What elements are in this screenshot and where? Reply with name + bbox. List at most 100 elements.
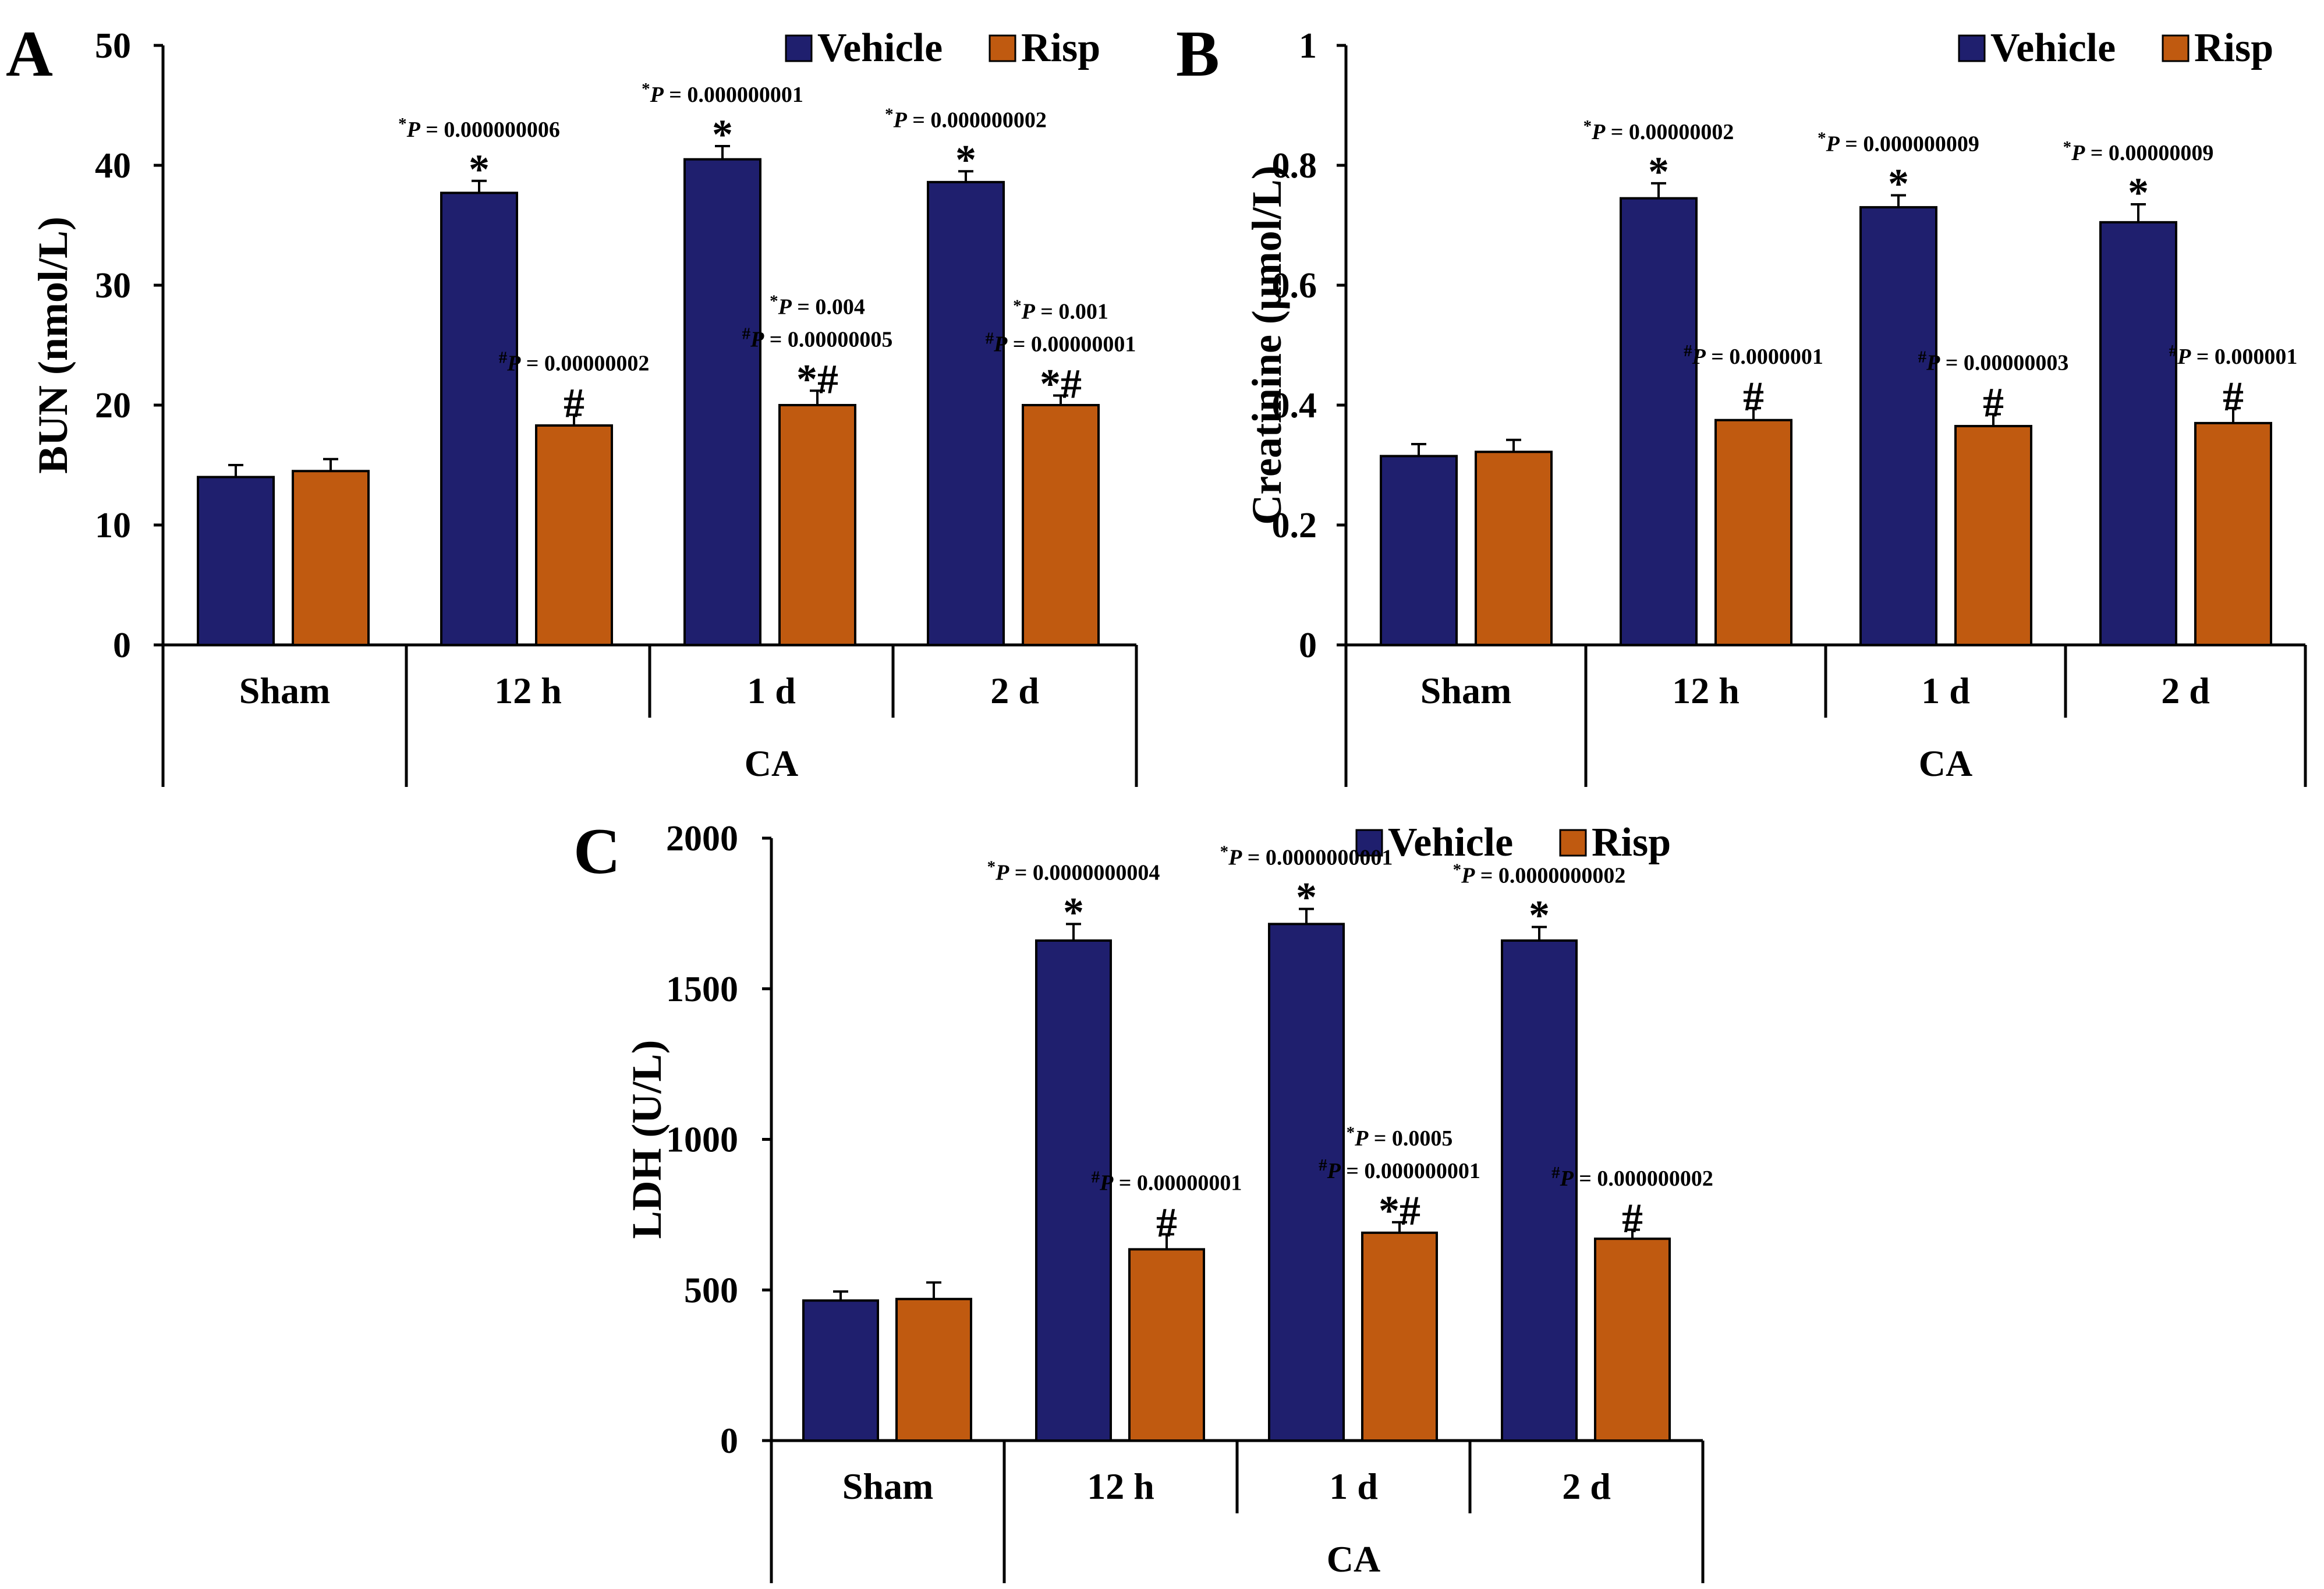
y-tick-label: 1: [1299, 26, 1317, 66]
y-tick-label: 30: [95, 266, 131, 306]
bar-vehicle: [802, 1299, 879, 1442]
bar-risp: [535, 424, 613, 647]
y-tick-label: 1000: [666, 1120, 738, 1160]
p-value-label: #P = 0.000000002: [1551, 1164, 1713, 1191]
bar-risp: [895, 1297, 972, 1442]
y-tick-label: 0.2: [1272, 506, 1317, 545]
bar-vehicle: [2099, 221, 2177, 647]
legend-swatch-vehicle: [1355, 829, 1383, 857]
chart-panel-c: C 0 500 1000 1500 2000 LDH (U/L) Sham 12 h 1 d 2 d…: [573, 815, 1713, 1583]
p-value-label: *P = 0.000000006: [398, 115, 560, 142]
y-tick-label: 10: [95, 506, 131, 545]
y-axis-label: LDH (U/L): [623, 1040, 670, 1239]
significance-symbol: #: [1743, 373, 1764, 420]
p-value-label: *P = 0.001: [1013, 297, 1108, 324]
y-tick-label: 1500: [666, 970, 738, 1009]
legend-label-vehicle: Vehicle: [1990, 26, 2116, 70]
x-tick-label: 1 d: [747, 670, 796, 711]
p-value-label: #P = 0.00000005: [742, 324, 893, 352]
bar-risp: [1128, 1248, 1205, 1442]
y-tick-label: 0.6: [1272, 266, 1317, 306]
bar-vehicle: [1620, 197, 1698, 646]
bar-vehicle: [1380, 455, 1458, 646]
significance-symbol: *: [469, 146, 490, 193]
significance-symbol: *#: [796, 356, 838, 402]
group-label: CA: [745, 743, 798, 784]
x-tick-label: 2 d: [990, 670, 1039, 711]
y-tick-label: 500: [684, 1271, 738, 1310]
bar-risp: [1475, 451, 1553, 647]
y-axis-label: Creatinine (μmol/L): [1244, 165, 1290, 524]
bar-vehicle: [197, 476, 275, 646]
y-tick-label: 40: [95, 146, 131, 186]
significance-symbol: #: [564, 379, 584, 426]
bar-vehicle: [440, 191, 518, 646]
p-value-label: #P = 0.000001: [2169, 342, 2298, 369]
bar-risp: [1594, 1237, 1671, 1442]
bar-vehicle: [1859, 206, 1937, 647]
x-tick-label: Sham: [239, 670, 331, 711]
bar-vehicle: [927, 180, 1005, 646]
x-tick-label: 2 d: [1562, 1466, 1611, 1507]
x-tick-label: 12 h: [494, 670, 562, 711]
y-tick-label: 20: [95, 386, 131, 425]
bar-risp: [1954, 425, 2032, 646]
legend-swatch-vehicle: [785, 34, 813, 62]
legend-label-risp: Risp: [2194, 26, 2273, 70]
x-tick-label: 12 h: [1672, 670, 1740, 711]
significance-symbol: *: [712, 111, 733, 158]
y-axis-label: BUN (nmol/L): [30, 217, 76, 474]
bar-risp: [1714, 418, 1792, 646]
p-value-label: #P = 0.00000002: [499, 348, 650, 375]
y-tick-label: 2000: [666, 819, 738, 859]
chart-panel-b: B 0 0.2 0.4 0.6 0.8 1 Creatinine (μmol/L) Sham 12…: [1176, 18, 2307, 787]
significance-symbol: *: [1063, 889, 1084, 935]
legend-swatch-risp: [1559, 829, 1587, 857]
y-tick-label: 0.4: [1272, 386, 1317, 425]
p-value-label: #P = 0.00000001: [1092, 1168, 1242, 1196]
significance-symbol: *: [1529, 892, 1550, 939]
p-value-label: *P = 0.0000000002: [1453, 861, 1626, 888]
p-value-label: *P = 0.000000009: [1818, 129, 1979, 157]
significance-symbol: *#: [1040, 361, 1082, 407]
bar-vehicle: [1501, 939, 1578, 1442]
x-tick-label: 1 d: [1329, 1466, 1378, 1507]
y-tick-label: 0.8: [1272, 146, 1317, 186]
group-label: CA: [1327, 1538, 1380, 1580]
panel-letter: B: [1176, 18, 1220, 90]
y-tick-label: 0: [113, 626, 131, 665]
significance-symbol: #: [1983, 379, 2004, 425]
legend-label-vehicle: Vehicle: [817, 26, 943, 70]
significance-symbol: #: [1622, 1195, 1643, 1242]
x-tick-label: 12 h: [1087, 1466, 1154, 1507]
p-value-label: *P = 0.00000009: [2063, 138, 2214, 165]
p-value-label: *P = 0.0000000004: [987, 857, 1160, 885]
x-tick-label: Sham: [1420, 670, 1512, 711]
p-value-label: *P = 0.0005: [1347, 1123, 1453, 1151]
p-value-label: #P = 0.00000003: [1918, 347, 2069, 375]
legend-label-risp: Risp: [1021, 26, 1100, 70]
bar-vehicle: [1035, 939, 1112, 1442]
bar-risp: [1361, 1231, 1438, 1442]
significance-symbol: *: [2128, 169, 2149, 216]
group-label: CA: [1919, 743, 1972, 784]
significance-symbol: *: [1648, 148, 1669, 195]
x-tick-label: Sham: [842, 1466, 934, 1507]
p-value-label: *P = 0.000000001: [642, 80, 803, 107]
bar-vehicle: [1268, 923, 1345, 1442]
p-value-label: #P = 0.0000001: [1684, 342, 1823, 369]
y-tick-label: 50: [95, 26, 131, 66]
chart-panel-a: A 0 10 20 30 40 50 BUN (nmol/L) Sham 12 h 1 d 2 d CA…: [6, 18, 1138, 787]
p-value-label: #P = 0.00000001: [986, 329, 1136, 357]
bar-vehicle: [683, 158, 761, 646]
x-tick-label: 1 d: [1921, 670, 1970, 711]
p-value-label: #P = 0.000000001: [1319, 1156, 1480, 1183]
significance-symbol: #: [1156, 1200, 1177, 1246]
p-value-label: *P = 0.004: [770, 292, 865, 319]
x-tick-label: 2 d: [2161, 670, 2210, 711]
legend-swatch-risp: [989, 34, 1016, 62]
significance-symbol: *: [1296, 874, 1317, 921]
p-value-label: *P = 0.0000000001: [1220, 843, 1393, 870]
legend-label-risp: Risp: [1592, 820, 1671, 865]
